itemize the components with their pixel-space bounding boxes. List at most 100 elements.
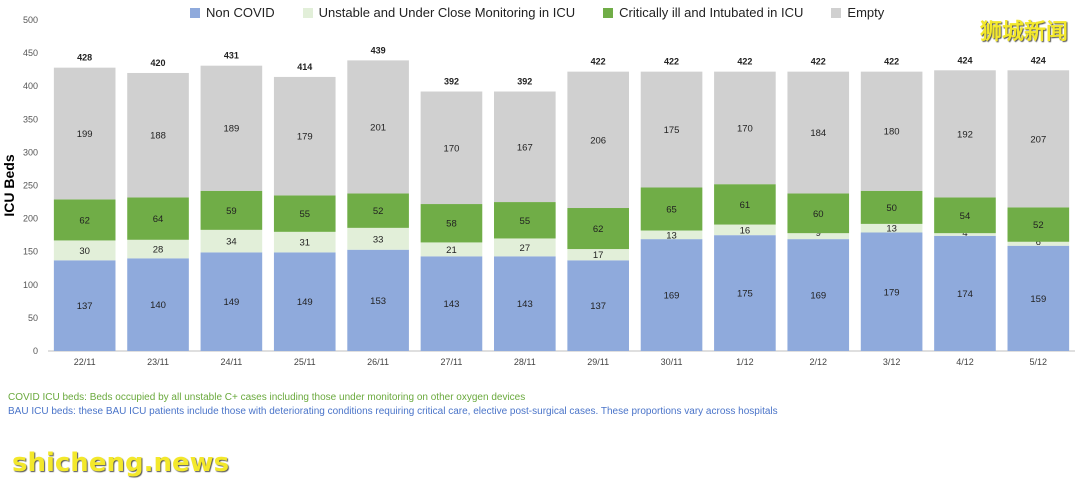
x-tick-label: 23/11 bbox=[147, 357, 169, 367]
legend-swatch-unstable bbox=[302, 7, 313, 18]
total-label: 420 bbox=[151, 58, 166, 68]
total-label: 392 bbox=[444, 76, 459, 86]
data-label: 169 bbox=[664, 291, 680, 302]
bar-segment bbox=[494, 202, 556, 239]
total-label: 422 bbox=[737, 57, 752, 67]
x-tick-label: 2/12 bbox=[809, 357, 827, 367]
data-label: 52 bbox=[373, 206, 384, 217]
data-label: 30 bbox=[79, 246, 90, 257]
bar-segment bbox=[347, 227, 409, 250]
bar-segment bbox=[1007, 207, 1070, 242]
bar-segment bbox=[787, 71, 850, 194]
total-label: 431 bbox=[224, 51, 239, 61]
data-label: 58 bbox=[446, 219, 457, 230]
bar-segment bbox=[860, 71, 923, 191]
bar-segment bbox=[1007, 70, 1070, 208]
bar-segment bbox=[567, 208, 629, 250]
total-label: 422 bbox=[591, 57, 606, 67]
y-tick-label: 0 bbox=[33, 346, 38, 356]
data-label: 192 bbox=[957, 129, 973, 140]
legend-item-empty: Empty bbox=[831, 5, 884, 20]
bar-segment bbox=[200, 65, 263, 191]
total-label: 424 bbox=[957, 55, 972, 65]
bar-segment bbox=[347, 249, 409, 351]
bar-segment bbox=[787, 233, 850, 240]
bar-segment bbox=[714, 224, 776, 236]
data-label: 60 bbox=[813, 209, 824, 220]
bar-segment bbox=[640, 71, 703, 188]
data-label: 149 bbox=[297, 297, 313, 308]
bar-segment bbox=[860, 190, 923, 224]
data-label: 28 bbox=[153, 245, 164, 256]
chart-legend: Non COVID Unstable and Under Close Monit… bbox=[190, 5, 884, 20]
bar-segment bbox=[200, 252, 263, 351]
data-label: 170 bbox=[444, 143, 460, 154]
data-label: 180 bbox=[884, 127, 900, 138]
bar-segment bbox=[860, 223, 923, 233]
bar-segment bbox=[1007, 245, 1070, 351]
bar-segment bbox=[714, 184, 776, 225]
bar-segment bbox=[787, 239, 850, 351]
bar-segment bbox=[420, 204, 483, 243]
bar-segment bbox=[53, 199, 116, 241]
legend-label-empty: Empty bbox=[847, 5, 885, 20]
bar-segment bbox=[273, 252, 336, 351]
data-label: 6 bbox=[1036, 237, 1041, 248]
data-label: 54 bbox=[960, 211, 971, 222]
bar-segment bbox=[934, 233, 996, 236]
legend-swatch-empty bbox=[831, 7, 842, 18]
data-label: 184 bbox=[810, 128, 826, 139]
data-label: 137 bbox=[77, 301, 93, 312]
data-label: 170 bbox=[737, 123, 753, 134]
data-label: 61 bbox=[740, 200, 751, 211]
data-label: 55 bbox=[299, 209, 310, 220]
data-label: 64 bbox=[153, 214, 164, 225]
x-tick-label: 3/12 bbox=[883, 357, 901, 367]
bar-segment bbox=[494, 256, 556, 351]
bar-segment bbox=[273, 195, 336, 232]
bar-segment bbox=[494, 91, 556, 203]
data-label: 65 bbox=[666, 205, 677, 216]
data-label: 137 bbox=[590, 301, 606, 312]
legend-label-unstable: Unstable and Under Close Monitoring in I… bbox=[318, 5, 576, 20]
data-label: 50 bbox=[886, 203, 897, 214]
x-tick-label: 30/11 bbox=[661, 357, 683, 367]
total-label: 424 bbox=[1031, 55, 1046, 65]
x-tick-label: 26/11 bbox=[367, 357, 389, 367]
total-label: 392 bbox=[517, 76, 532, 86]
y-tick-label: 450 bbox=[23, 48, 38, 58]
y-tick-label: 200 bbox=[23, 214, 38, 224]
data-label: 13 bbox=[886, 224, 897, 235]
bar-segment bbox=[714, 235, 776, 351]
bar-segment bbox=[567, 260, 629, 351]
data-label: 13 bbox=[666, 230, 677, 241]
bar-segment bbox=[860, 232, 923, 351]
bar-segment bbox=[567, 249, 629, 261]
data-label: 4 bbox=[962, 228, 967, 239]
y-tick-label: 300 bbox=[23, 147, 38, 157]
note-bau-icu-beds: BAU ICU beds: these BAU ICU patients inc… bbox=[8, 406, 778, 417]
bar-segment bbox=[200, 190, 263, 230]
x-tick-label: 5/12 bbox=[1030, 357, 1048, 367]
x-tick-label: 22/11 bbox=[74, 357, 96, 367]
bar-segment bbox=[934, 235, 996, 351]
total-label: 439 bbox=[371, 45, 386, 55]
y-tick-label: 100 bbox=[23, 280, 38, 290]
total-label: 428 bbox=[77, 53, 92, 63]
data-label: 188 bbox=[150, 131, 166, 142]
legend-item-unstable: Unstable and Under Close Monitoring in I… bbox=[302, 5, 576, 20]
bar-segment bbox=[53, 260, 116, 351]
data-label: 55 bbox=[520, 216, 531, 227]
bar-segment bbox=[934, 70, 996, 198]
legend-item-non-covid: Non COVID bbox=[190, 5, 275, 20]
data-label: 52 bbox=[1033, 220, 1044, 231]
y-tick-label: 150 bbox=[23, 247, 38, 257]
data-label: 62 bbox=[593, 224, 604, 235]
bar-segment bbox=[127, 239, 189, 259]
data-label: 140 bbox=[150, 300, 166, 311]
total-label: 422 bbox=[884, 57, 899, 67]
data-label: 167 bbox=[517, 142, 533, 153]
data-label: 34 bbox=[226, 237, 237, 248]
legend-swatch-critical bbox=[603, 7, 614, 18]
